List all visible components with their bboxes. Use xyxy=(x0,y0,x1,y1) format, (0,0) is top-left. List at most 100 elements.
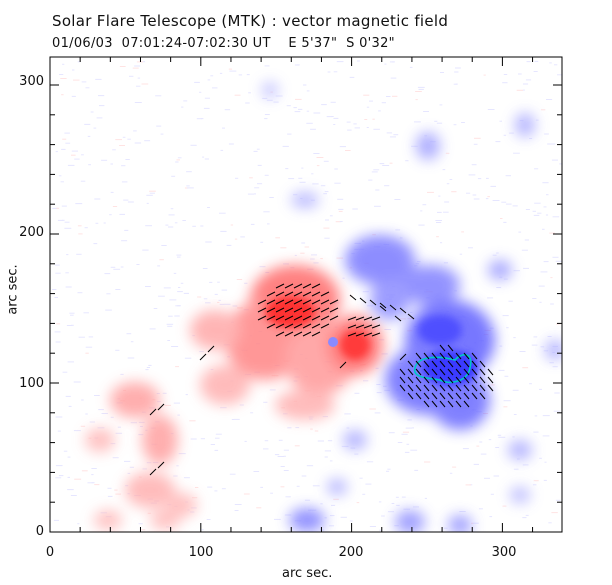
noise-speckle xyxy=(301,475,307,477)
noise-speckle xyxy=(207,79,211,81)
noise-speckle xyxy=(97,427,105,429)
noise-speckle xyxy=(149,190,156,192)
noise-speckle xyxy=(386,470,390,472)
noise-speckle xyxy=(293,107,297,109)
noise-speckle xyxy=(67,164,75,166)
noise-speckle xyxy=(66,325,73,326)
noise-speckle xyxy=(54,331,61,333)
noise-speckle xyxy=(259,266,266,268)
noise-speckle xyxy=(310,128,316,130)
noise-speckle xyxy=(381,515,385,517)
noise-speckle xyxy=(336,61,344,63)
noise-speckle xyxy=(465,484,472,486)
field-vector xyxy=(423,368,430,376)
noise-speckle xyxy=(533,71,538,72)
noise-speckle xyxy=(203,298,208,300)
y-tick-label-300: 300 xyxy=(19,74,44,89)
noise-speckle xyxy=(177,305,181,307)
noise-speckle xyxy=(349,520,353,522)
noise-speckle xyxy=(267,223,270,225)
noise-speckle xyxy=(177,291,183,293)
noise-speckle xyxy=(175,366,179,368)
noise-speckle xyxy=(410,449,418,451)
noise-speckle xyxy=(158,295,165,297)
noise-speckle xyxy=(109,214,112,216)
noise-speckle xyxy=(177,256,181,258)
noise-speckle xyxy=(409,312,413,313)
noise-speckle xyxy=(235,177,239,179)
field-vector xyxy=(471,376,478,384)
field-vector xyxy=(439,376,446,384)
noise-speckle xyxy=(67,456,71,458)
noise-speckle xyxy=(498,436,506,438)
noise-speckle xyxy=(422,204,427,206)
noise-speckle xyxy=(168,315,173,317)
noise-speckle xyxy=(455,67,461,69)
noise-speckle xyxy=(503,278,508,280)
noise-speckle xyxy=(264,440,269,442)
noise-speckle xyxy=(389,162,393,164)
noise-speckle xyxy=(523,267,529,269)
noise-speckle xyxy=(303,84,307,86)
x-tick-label-200: 200 xyxy=(339,545,364,560)
noise-speckle xyxy=(535,119,539,121)
field-vector xyxy=(302,283,312,289)
noise-speckle xyxy=(177,157,182,159)
field-vector xyxy=(257,299,267,305)
noise-speckle xyxy=(137,77,141,79)
noise-speckle xyxy=(202,268,208,269)
noise-speckle xyxy=(533,480,539,482)
noise-speckle xyxy=(388,432,395,434)
noise-speckle xyxy=(381,353,388,355)
noise-speckle xyxy=(384,63,387,65)
noise-speckle xyxy=(181,106,184,108)
noise-speckle xyxy=(472,194,477,196)
noise-speckle xyxy=(233,418,240,420)
noise-speckle xyxy=(94,395,100,396)
noise-speckle xyxy=(468,247,473,249)
field-vector xyxy=(455,400,462,408)
field-vector xyxy=(284,283,294,289)
noise-speckle xyxy=(173,475,178,477)
noise-speckle xyxy=(74,158,80,160)
noise-speckle xyxy=(234,510,239,511)
noise-speckle xyxy=(503,134,507,136)
noise-speckle xyxy=(324,517,327,519)
noise-speckle xyxy=(440,72,444,73)
noise-speckle xyxy=(222,127,225,129)
noise-speckle xyxy=(336,257,344,259)
noise-speckle xyxy=(84,227,88,229)
field-vector xyxy=(371,324,381,329)
field-vector xyxy=(447,344,454,352)
noise-speckle xyxy=(190,438,197,440)
noise-speckle xyxy=(406,443,410,445)
noise-speckle xyxy=(333,117,339,119)
noise-speckle xyxy=(415,99,418,101)
noise-speckle xyxy=(340,516,347,518)
noise-speckle xyxy=(136,264,140,265)
noise-speckle xyxy=(414,265,418,267)
noise-speckle xyxy=(549,232,555,234)
noise-speckle xyxy=(189,420,196,422)
field-vector xyxy=(347,324,357,329)
noise-speckle xyxy=(163,287,171,289)
noise-speckle xyxy=(505,203,512,205)
noise-speckle xyxy=(287,133,292,135)
noise-speckle xyxy=(138,434,144,436)
field-vector xyxy=(423,376,430,384)
noise-speckle xyxy=(544,133,549,135)
noise-speckle xyxy=(402,431,410,433)
noise-speckle xyxy=(362,291,369,293)
noise-speckle xyxy=(192,225,196,227)
noise-speckle xyxy=(94,484,100,486)
noise-speckle xyxy=(73,79,80,81)
noise-speckle xyxy=(439,104,443,106)
noise-speckle xyxy=(310,428,313,430)
noise-speckle xyxy=(427,191,434,193)
field-vector xyxy=(415,384,422,392)
noise-speckle xyxy=(352,208,358,210)
contour-line xyxy=(413,353,472,384)
noise-speckle xyxy=(446,183,450,185)
noise-speckle xyxy=(461,231,464,233)
noise-speckle xyxy=(263,211,270,213)
